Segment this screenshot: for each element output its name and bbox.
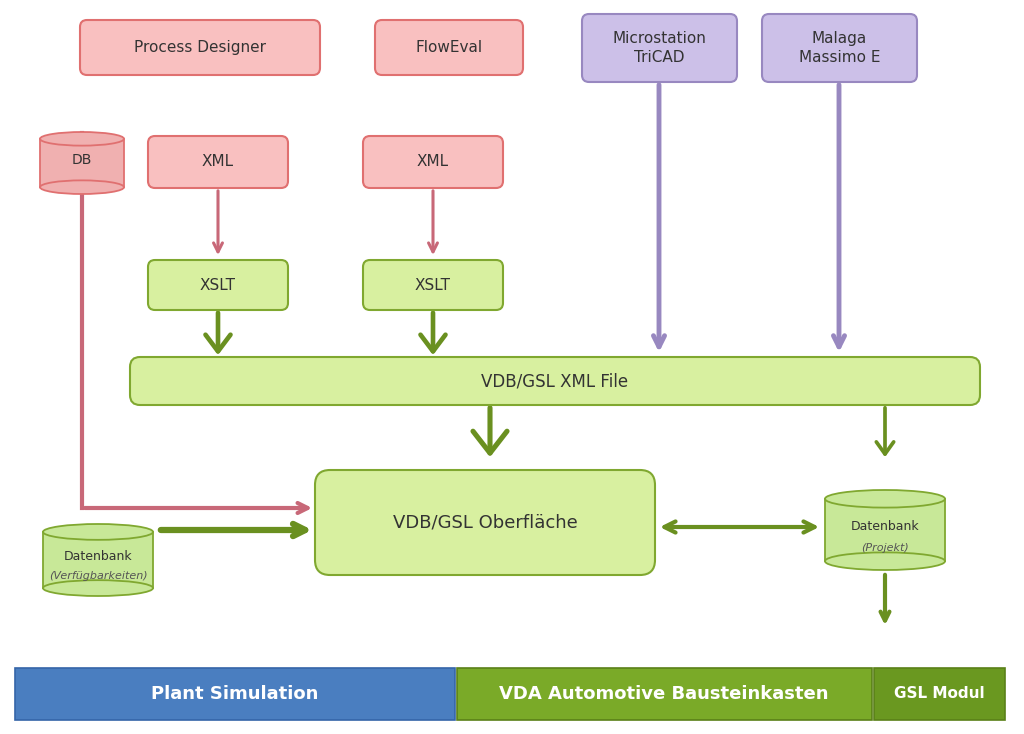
Bar (43, 532, 153, 588)
Text: Process Designer: Process Designer (134, 40, 266, 55)
Text: VDB/GSL Oberfläche: VDB/GSL Oberfläche (392, 514, 578, 531)
Text: XML: XML (202, 154, 234, 170)
FancyBboxPatch shape (375, 20, 523, 75)
Text: Plant Simulation: Plant Simulation (152, 685, 318, 703)
Text: (Projekt): (Projekt) (861, 542, 909, 553)
Text: (Verfügbarkeiten): (Verfügbarkeiten) (49, 571, 147, 581)
Text: DB: DB (72, 153, 92, 167)
Bar (15, 668, 455, 720)
Ellipse shape (825, 553, 945, 570)
Text: GSL Modul: GSL Modul (894, 686, 984, 702)
Text: Datenbank: Datenbank (63, 550, 132, 563)
FancyBboxPatch shape (80, 20, 319, 75)
Ellipse shape (43, 580, 153, 596)
Bar (825, 499, 945, 562)
Text: XSLT: XSLT (415, 277, 451, 293)
Text: VDA Automotive Bausteinkasten: VDA Automotive Bausteinkasten (500, 685, 828, 703)
Text: XSLT: XSLT (200, 277, 236, 293)
Ellipse shape (40, 132, 124, 145)
Bar (457, 668, 872, 720)
FancyBboxPatch shape (582, 14, 737, 82)
Ellipse shape (43, 524, 153, 539)
FancyBboxPatch shape (362, 136, 503, 188)
FancyBboxPatch shape (315, 470, 655, 575)
FancyBboxPatch shape (130, 357, 980, 405)
FancyBboxPatch shape (148, 260, 288, 310)
Text: FlowEval: FlowEval (416, 40, 482, 55)
Text: Microstation
TriCAD: Microstation TriCAD (612, 32, 707, 65)
Text: VDB/GSL XML File: VDB/GSL XML File (481, 372, 629, 390)
FancyBboxPatch shape (362, 260, 503, 310)
Ellipse shape (825, 490, 945, 508)
FancyBboxPatch shape (762, 14, 918, 82)
Text: Datenbank: Datenbank (851, 520, 920, 532)
Bar (874, 668, 1005, 720)
Ellipse shape (40, 181, 124, 194)
Bar (40, 139, 124, 187)
Text: XML: XML (417, 154, 450, 170)
Text: Malaga
Massimo E: Malaga Massimo E (799, 32, 881, 65)
FancyBboxPatch shape (148, 136, 288, 188)
